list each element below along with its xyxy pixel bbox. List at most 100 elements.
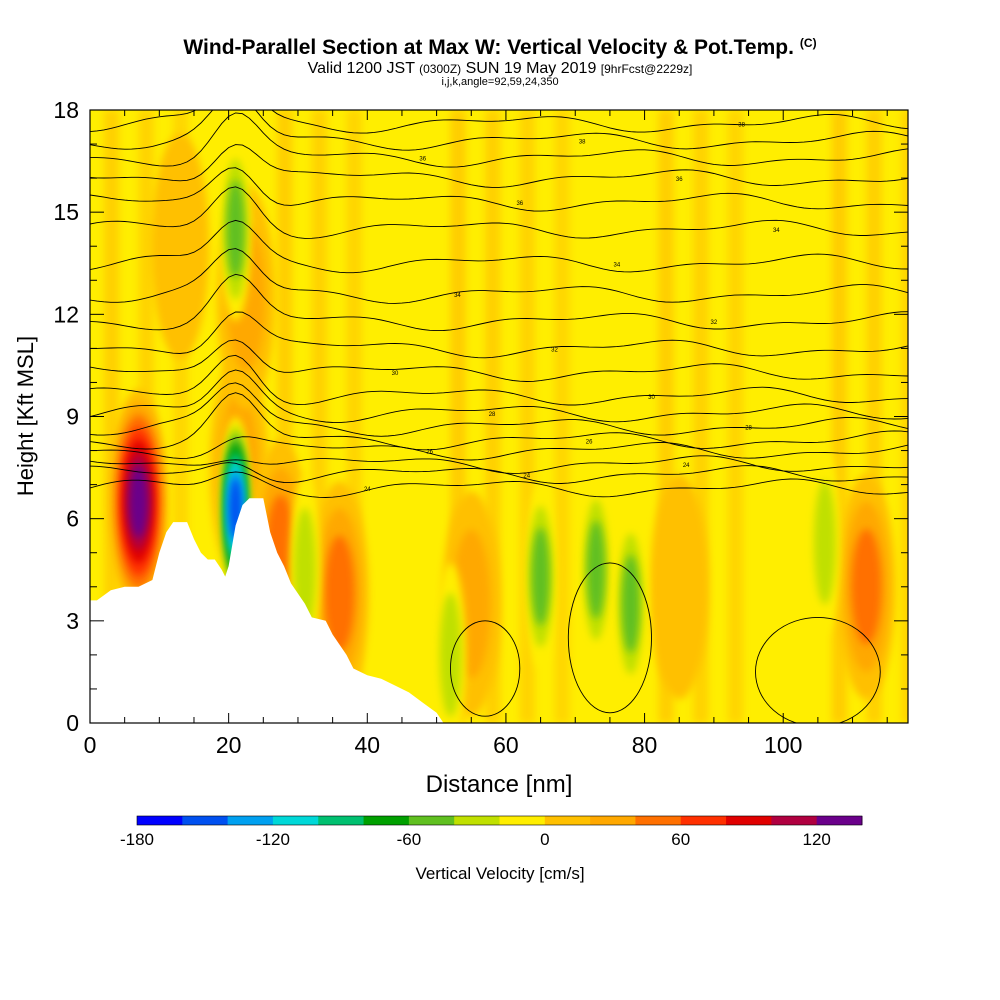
colorbar-swatch [680,816,727,825]
isentrope-label: 32 [551,347,558,353]
isentrope-label: 38 [738,123,745,129]
updraft-core [324,535,355,652]
velocity-cores [109,133,896,723]
isentrope-label: 36 [516,201,523,207]
colorbar-tick-label: 0 [540,830,549,849]
isentropes: 24 24 24 26 26 28 28 30 30 32 32 34 34 34 36 36 36 38 38 [90,110,908,723]
x-axis-label: Distance [nm] [426,771,573,798]
x-tick-label: 40 [354,732,380,758]
isentrope-label: 30 [648,395,655,401]
isentrope-label: 24 [683,463,690,469]
y-tick-label: 3 [66,608,79,634]
isentrope-label: 30 [392,371,399,377]
colorbar-swatch [137,816,183,825]
y-tick-label: 18 [53,97,79,123]
y-tick-label: 12 [53,301,79,327]
downdraft-core [813,480,836,605]
isentrope-line [90,462,908,484]
forecast-label: [9hrFcst@2229z] [600,62,693,76]
updraft-core [129,465,148,538]
colorbar-swatch [272,816,319,825]
x-tick-label: 0 [84,732,97,758]
velocity-band [727,110,744,723]
isentrope-loop [567,562,652,714]
updraft-core [151,133,210,359]
colorbar: -180 -120 -60 0 60 120 [120,815,863,849]
isentrope-line [90,144,908,188]
isentrope-label: 38 [579,140,586,146]
isentrope-label: 28 [489,412,496,418]
y-tick-label: 9 [66,404,79,430]
colorbar-swatch [182,816,229,825]
chart-subtitle: Valid 1200 JST (0300Z) SUN 19 May 2019 [… [0,60,1000,78]
colorbar-swatch [318,816,365,825]
isentrope-label: 36 [419,157,426,163]
colorbar-label: Vertical Velocity [cm/s] [415,864,585,883]
x-tick-label: 20 [216,732,242,758]
colorbar-tick-label: 120 [803,830,831,849]
isentrope-line [90,455,908,474]
isentrope-line [90,219,908,274]
x-tick-label: 100 [764,732,802,758]
isentrope-line [90,471,908,498]
isentrope-line [90,339,908,382]
x-tick-label: 60 [493,732,519,758]
colorbar-swatch [635,816,682,825]
isentrope-line [90,369,908,424]
downdraft-core [621,554,640,653]
x-tick-label: 80 [632,732,658,758]
downdraft-core [226,180,245,279]
isentrope-line [90,392,908,451]
isentrope-line [90,186,908,239]
downdraft-core [439,592,462,717]
colorbar-swatch [590,816,636,825]
copyright-mark: (C) [799,36,817,50]
valid-date: SUN 19 May 2019 [465,60,597,77]
chart-title-main: Wind-Parallel Section at Max W: Vertical… [183,36,794,59]
y-axis-label: Height [Kft MSL] [13,336,38,496]
isentrope-line [90,110,908,151]
isentrope-loop [755,616,881,723]
y-tick-label: 15 [53,199,79,225]
colorbar-frame [136,815,863,826]
colorbar-tick-label: -60 [397,830,422,849]
valid-utc: (0300Z) [419,62,462,76]
colorbar-swatch [408,816,455,825]
isentrope-line [90,436,908,461]
colorbar-tick-label: -180 [120,830,154,849]
isentrope-line [90,112,908,168]
isentrope-loop [450,620,521,717]
terrain-mask [90,498,444,723]
isentrope-line [90,167,908,212]
isentrope-label: 26 [586,439,593,445]
isentrope-label: 26 [426,450,433,456]
y-tick-label: 6 [66,506,79,532]
y-tick-label: 0 [66,710,79,736]
grid-indices: i,j,k,angle=92,59,24,350 [441,76,559,88]
chart-title: Wind-Parallel Section at Max W: Vertical… [0,36,1000,60]
colorbar-swatch [544,816,591,825]
isentrope-line [90,311,908,359]
colorbar-swatch [454,816,500,825]
isentrope-line [90,110,908,134]
isentrope-line [90,382,908,437]
isentrope-label: 24 [364,487,371,493]
isentrope-label: 24 [523,473,530,479]
isentrope-label: 28 [745,426,752,432]
updraft-core [650,474,709,700]
isentrope-line [90,248,908,304]
colorbar-swatch [726,816,772,825]
downdraft-core [587,520,605,619]
isentrope-label: 34 [454,293,461,299]
colorbar-tick-label: 60 [671,830,690,849]
downdraft-core [531,527,550,626]
colorbar-tick-label: -120 [256,830,290,849]
colorbar-swatch [363,816,410,825]
valid-time: Valid 1200 JST [307,60,415,77]
colorbar-swatch [227,816,274,825]
colorbar-swatch [499,816,546,825]
isentrope-label: 34 [773,228,780,234]
plot-area: 24 24 24 26 26 28 28 30 30 32 32 34 34 34 36 36 36 38 38 [90,110,908,723]
